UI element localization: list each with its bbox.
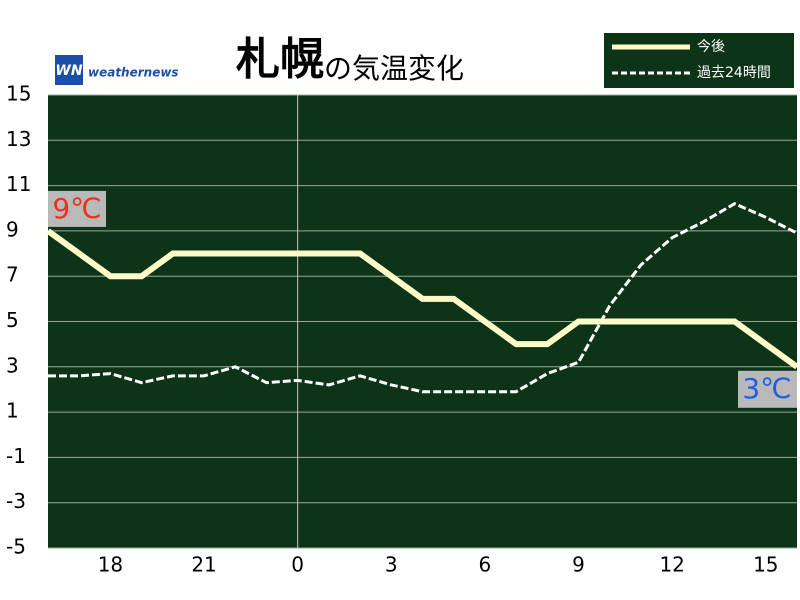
annotation: 9℃	[52, 192, 101, 225]
series-line	[48, 202, 798, 394]
y-tick-label: 7	[6, 263, 19, 287]
x-tick-label: 21	[191, 553, 216, 577]
x-tick-label: 12	[659, 553, 684, 577]
annotation-box	[48, 190, 106, 227]
logo-box	[55, 55, 83, 85]
x-tick-label: 18	[98, 553, 123, 577]
y-tick-label: 15	[6, 82, 31, 106]
annotation: 3℃	[742, 372, 791, 405]
x-tick-label: 9	[572, 553, 585, 577]
y-tick-label: -5	[6, 535, 26, 559]
y-tick-label: 3	[6, 353, 19, 377]
y-tick-label: 11	[6, 172, 31, 196]
x-tick-label: 0	[291, 553, 304, 577]
y-tick-label: -3	[6, 489, 26, 513]
series-line	[46, 228, 799, 370]
annotation-box	[738, 370, 797, 408]
y-tick-label: 13	[6, 127, 31, 151]
logo-text: weathernews	[88, 66, 179, 80]
legend-label: 今後	[697, 39, 725, 55]
logo-mark: WN	[55, 63, 82, 79]
logo: WN weathernews	[55, 55, 179, 85]
y-tick-label: -1	[6, 444, 26, 468]
x-tick-label: 15	[753, 553, 778, 577]
x-tick-label: 3	[385, 553, 398, 577]
y-tick-label: 5	[6, 308, 19, 332]
legend-box	[602, 31, 796, 90]
y-tick-label: 9	[6, 217, 19, 241]
legend-label: 過去24時間	[697, 65, 771, 81]
x-tick-label: 6	[479, 553, 492, 577]
chart-title: 札幌	[236, 34, 324, 85]
chart-title-suffix: の気温変化	[324, 52, 464, 85]
y-tick-label: 1	[6, 399, 19, 423]
